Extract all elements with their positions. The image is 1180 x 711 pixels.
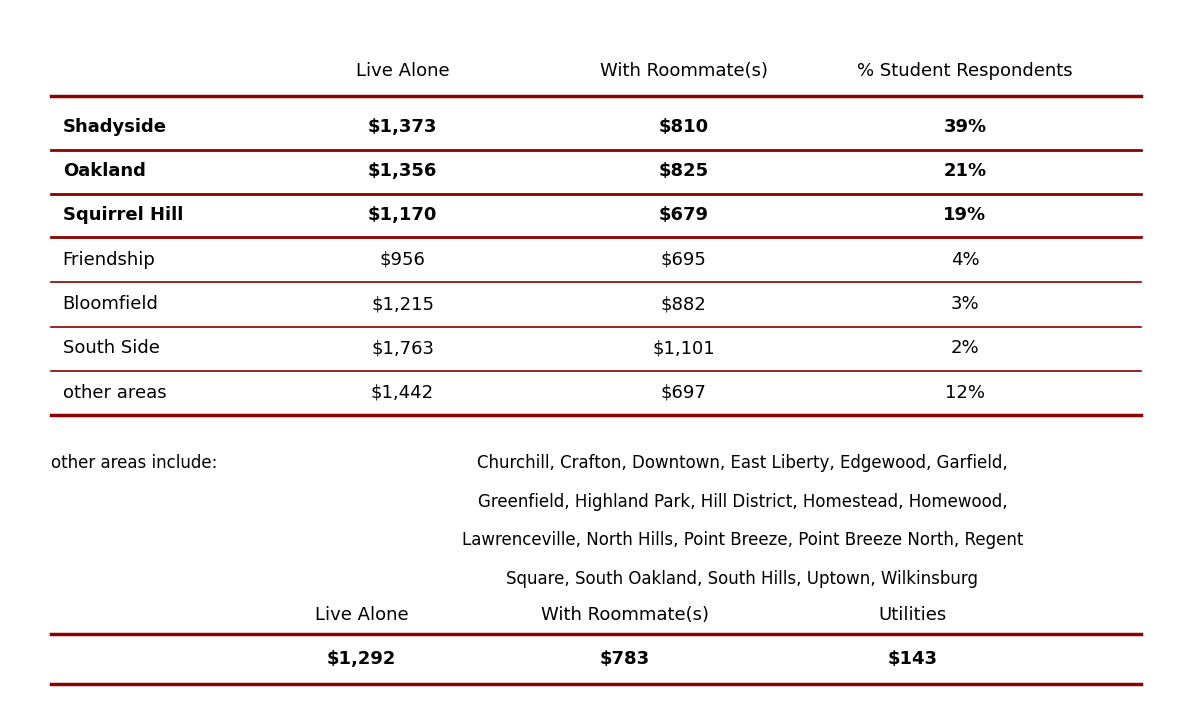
Text: Square, South Oakland, South Hills, Uptown, Wilkinsburg: Square, South Oakland, South Hills, Upto… xyxy=(506,570,978,588)
Text: $1,356: $1,356 xyxy=(368,162,438,181)
Text: 21%: 21% xyxy=(943,162,986,181)
Text: 12%: 12% xyxy=(945,384,985,402)
Text: Churchill, Crafton, Downtown, East Liberty, Edgewood, Garfield,: Churchill, Crafton, Downtown, East Liber… xyxy=(477,454,1008,472)
Text: $1,215: $1,215 xyxy=(371,295,434,314)
Text: $810: $810 xyxy=(658,118,709,136)
Text: $783: $783 xyxy=(601,650,650,668)
Text: other areas: other areas xyxy=(63,384,166,402)
Text: $825: $825 xyxy=(658,162,709,181)
Text: $882: $882 xyxy=(661,295,707,314)
Text: 3%: 3% xyxy=(951,295,979,314)
Text: Live Alone: Live Alone xyxy=(355,62,450,80)
Text: $1,763: $1,763 xyxy=(371,339,434,358)
Text: Utilities: Utilities xyxy=(878,606,946,624)
Text: $1,101: $1,101 xyxy=(653,339,715,358)
Text: $679: $679 xyxy=(658,206,709,224)
Text: Oakland: Oakland xyxy=(63,162,145,181)
Text: 19%: 19% xyxy=(943,206,986,224)
Text: 2%: 2% xyxy=(951,339,979,358)
Text: $1,170: $1,170 xyxy=(368,206,438,224)
Text: $956: $956 xyxy=(380,251,426,269)
Text: $1,442: $1,442 xyxy=(371,384,434,402)
Text: Squirrel Hill: Squirrel Hill xyxy=(63,206,183,224)
Text: $697: $697 xyxy=(661,384,707,402)
Text: other areas include:: other areas include: xyxy=(51,454,217,472)
Text: % Student Respondents: % Student Respondents xyxy=(857,62,1073,80)
Text: $1,373: $1,373 xyxy=(368,118,438,136)
Text: $695: $695 xyxy=(661,251,707,269)
Text: With Roommate(s): With Roommate(s) xyxy=(599,62,768,80)
Text: 4%: 4% xyxy=(951,251,979,269)
Text: 39%: 39% xyxy=(943,118,986,136)
Text: With Roommate(s): With Roommate(s) xyxy=(542,606,709,624)
Text: Lawrenceville, North Hills, Point Breeze, Point Breeze North, Regent: Lawrenceville, North Hills, Point Breeze… xyxy=(461,531,1023,549)
Text: $143: $143 xyxy=(887,650,937,668)
Text: Friendship: Friendship xyxy=(63,251,156,269)
Text: $1,292: $1,292 xyxy=(327,650,396,668)
Text: Live Alone: Live Alone xyxy=(315,606,408,624)
Text: Bloomfield: Bloomfield xyxy=(63,295,158,314)
Text: Greenfield, Highland Park, Hill District, Homestead, Homewood,: Greenfield, Highland Park, Hill District… xyxy=(478,493,1007,510)
Text: South Side: South Side xyxy=(63,339,159,358)
Text: Shadyside: Shadyside xyxy=(63,118,166,136)
